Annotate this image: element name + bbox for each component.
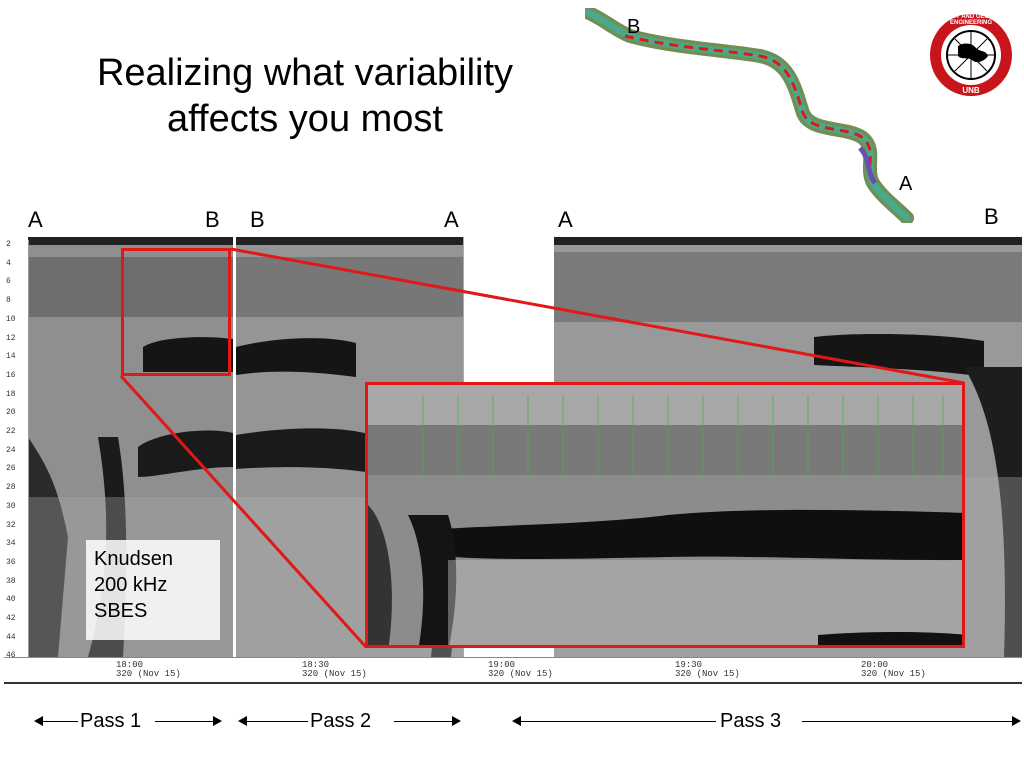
zoomed-echogram-inset — [365, 382, 965, 648]
depth-tick: 44 — [6, 632, 16, 642]
river-map: B A — [580, 5, 915, 225]
logo-ring-text: GEODESY AND GEOMATICS ENGINEERING — [930, 14, 1012, 26]
depth-tick: 30 — [6, 501, 16, 511]
time-axis-label: 20:00 320 (Nov 15) — [861, 660, 926, 679]
depth-tick: 26 — [6, 464, 16, 474]
instrument-line-1: Knudsen — [94, 548, 173, 570]
depth-tick: 36 — [6, 557, 16, 567]
pass2-arrow-left — [238, 716, 247, 726]
pass2-line-right — [394, 721, 452, 722]
pass1-start-label: A — [28, 207, 43, 232]
title-line-1: Realizing what variability — [96, 52, 514, 94]
depth-tick: 14 — [6, 352, 16, 362]
depth-tick: 18 — [6, 389, 16, 399]
logo-seal — [930, 14, 1012, 96]
pass3-line-right — [802, 721, 1012, 722]
map-label-a: A — [899, 173, 913, 195]
depth-tick: 34 — [6, 539, 16, 549]
depth-tick: 8 — [6, 296, 11, 306]
depth-tick: 24 — [6, 445, 16, 455]
slide-title: Realizing what variability affects you m… — [30, 50, 580, 142]
pass1-line-right — [155, 721, 213, 722]
survey-line — [624, 34, 875, 184]
time-axis-label: 19:00 320 (Nov 15) — [488, 660, 553, 679]
depth-tick: 32 — [6, 520, 16, 530]
pass1-label: Pass 1 — [80, 710, 142, 732]
title-line-2: affects you most — [167, 98, 443, 140]
instrument-label: Knudsen 200 kHz SBES — [86, 540, 220, 640]
time-axis-label: 18:00 320 (Nov 15) — [116, 660, 181, 679]
time-axis: 18:00 320 (Nov 15) 18:30 320 (Nov 15) 19:0… — [4, 657, 1022, 684]
depth-tick: 38 — [6, 576, 16, 586]
instrument-line-3: SBES — [94, 600, 148, 622]
deep-channel — [858, 146, 878, 185]
depth-tick: 20 — [6, 408, 16, 418]
pass1-line-left — [42, 721, 78, 722]
river-map-graphic — [580, 5, 914, 225]
pass2-arrow-right — [452, 716, 461, 726]
pass3-end-label: B — [984, 204, 999, 229]
depth-tick: 10 — [6, 314, 16, 324]
pass3-arrow-right — [1012, 716, 1021, 726]
pass3-arrow-left — [512, 716, 521, 726]
depth-tick: 12 — [6, 333, 16, 343]
pass2-line-left — [246, 721, 308, 722]
depth-tick: 2 — [6, 240, 11, 249]
selection-highlight — [121, 248, 231, 376]
time-axis-label: 18:30 320 (Nov 15) — [302, 660, 367, 679]
map-label-b: B — [627, 16, 641, 38]
pass3-line-left — [520, 721, 716, 722]
depth-tick: 22 — [6, 427, 16, 436]
depth-tick: 6 — [6, 277, 11, 287]
pass2-start-label: B — [250, 207, 265, 232]
unb-gge-logo: GEODESY AND GEOMATICS ENGINEERING UNB — [928, 12, 1014, 98]
depth-tick: 28 — [6, 483, 16, 493]
pass3-start-label: A — [558, 207, 573, 232]
depth-tick: 46 — [6, 651, 16, 661]
depth-scale: 2 4 6 8 10 12 14 16 18 20 22 24 26 28 30 32 34 36 38 40 42 44… — [4, 240, 29, 670]
pass1-arrow-left — [34, 716, 43, 726]
depth-tick: 40 — [6, 595, 16, 605]
pass2-label: Pass 2 — [310, 710, 372, 732]
pass3-label: Pass 3 — [720, 710, 782, 732]
instrument-line-2: 200 kHz — [94, 574, 168, 596]
time-axis-label: 19:30 320 (Nov 15) — [675, 660, 740, 679]
pass2-end-label: A — [444, 207, 459, 232]
pass1-end-label: B — [205, 207, 220, 232]
river-channel — [580, 5, 914, 225]
depth-tick: 16 — [6, 370, 16, 380]
depth-tick: 42 — [6, 614, 16, 623]
logo-bottom-text: UNB — [962, 86, 980, 95]
depth-tick: 4 — [6, 258, 11, 268]
pass1-arrow-right — [213, 716, 222, 726]
